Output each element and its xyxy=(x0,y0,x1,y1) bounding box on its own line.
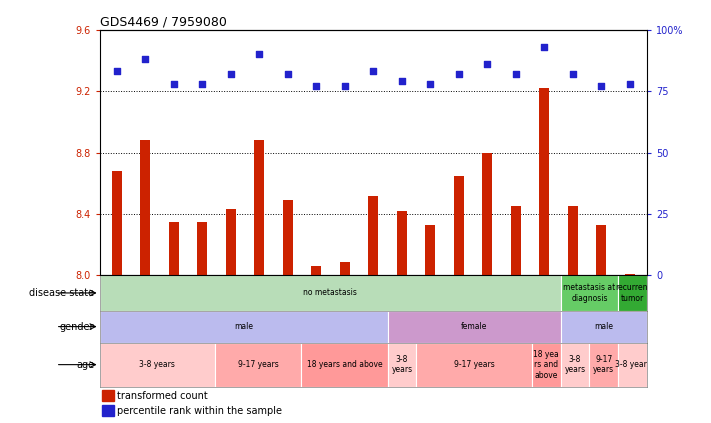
Bar xyxy=(100,275,560,310)
Point xyxy=(282,71,294,77)
Point xyxy=(368,68,379,75)
Text: 9-17 years: 9-17 years xyxy=(454,360,494,369)
Bar xyxy=(311,266,321,275)
Bar xyxy=(387,343,417,387)
Text: 9-17 years: 9-17 years xyxy=(237,360,279,369)
Text: age: age xyxy=(76,360,94,370)
Bar xyxy=(301,343,387,387)
Text: gender: gender xyxy=(60,321,94,332)
Point xyxy=(254,51,265,58)
Bar xyxy=(100,310,387,343)
Point xyxy=(225,71,236,77)
Bar xyxy=(560,343,589,387)
Text: transformed count: transformed count xyxy=(117,390,208,401)
Bar xyxy=(368,195,378,275)
Bar xyxy=(100,343,215,387)
Point xyxy=(168,80,179,87)
Bar xyxy=(112,171,122,275)
Point xyxy=(396,78,407,85)
Bar xyxy=(560,275,618,310)
Bar xyxy=(387,310,560,343)
Text: recurrent
tumor: recurrent tumor xyxy=(615,283,651,302)
Bar xyxy=(225,209,235,275)
Text: GDS4469 / 7959080: GDS4469 / 7959080 xyxy=(100,16,226,28)
Point xyxy=(139,56,151,63)
Text: 3-8
years: 3-8 years xyxy=(565,355,586,374)
Bar xyxy=(540,88,550,275)
Point xyxy=(539,44,550,50)
Point xyxy=(111,68,122,75)
Point xyxy=(424,80,436,87)
Point xyxy=(196,80,208,87)
Bar xyxy=(618,275,647,310)
Text: metastasis at
diagnosis: metastasis at diagnosis xyxy=(563,283,616,302)
Text: 3-8 years: 3-8 years xyxy=(615,360,651,369)
Bar xyxy=(482,153,492,275)
Bar xyxy=(625,274,635,275)
Point xyxy=(339,83,351,90)
Bar xyxy=(618,343,647,387)
Bar xyxy=(454,176,464,275)
Bar xyxy=(417,343,532,387)
Bar xyxy=(597,225,606,275)
Point xyxy=(481,60,493,67)
Point xyxy=(624,80,636,87)
Bar xyxy=(397,211,407,275)
Bar xyxy=(215,343,301,387)
Text: 3-8
years: 3-8 years xyxy=(392,355,412,374)
Text: 9-17
years: 9-17 years xyxy=(593,355,614,374)
Text: male: male xyxy=(594,322,614,331)
Bar xyxy=(560,310,647,343)
Bar xyxy=(568,206,578,275)
Bar xyxy=(511,206,521,275)
Text: 18 years and above: 18 years and above xyxy=(306,360,383,369)
Point xyxy=(567,71,579,77)
Text: 3-8 years: 3-8 years xyxy=(139,360,175,369)
Text: 18 yea
rs and
above: 18 yea rs and above xyxy=(533,350,559,379)
Bar xyxy=(102,405,114,416)
Text: male: male xyxy=(234,322,253,331)
Bar xyxy=(140,140,150,275)
Point xyxy=(596,83,607,90)
Text: female: female xyxy=(461,322,487,331)
Point xyxy=(453,71,464,77)
Bar xyxy=(425,225,435,275)
Bar xyxy=(532,343,560,387)
Bar xyxy=(283,200,293,275)
Bar xyxy=(169,222,178,275)
Text: disease state: disease state xyxy=(29,288,94,298)
Bar xyxy=(102,390,114,401)
Bar xyxy=(255,140,264,275)
Bar xyxy=(197,222,207,275)
Point xyxy=(510,71,522,77)
Text: percentile rank within the sample: percentile rank within the sample xyxy=(117,406,282,416)
Text: no metastasis: no metastasis xyxy=(303,288,357,297)
Bar xyxy=(340,261,350,275)
Bar xyxy=(589,343,618,387)
Point xyxy=(311,83,322,90)
